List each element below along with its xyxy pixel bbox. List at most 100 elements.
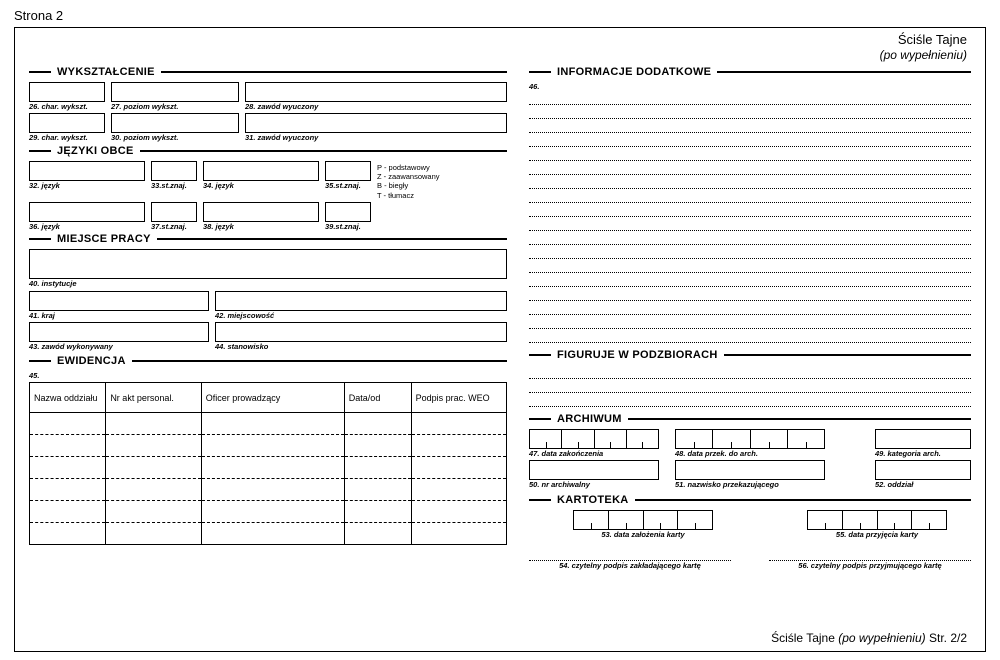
ev-cell[interactable] (30, 457, 106, 479)
label-35: 35.st.znaj. (325, 182, 371, 190)
ev-cell[interactable] (201, 523, 344, 545)
label-56: 56. czytelny podpis przyjmującego kartę (769, 562, 971, 570)
info-line[interactable] (529, 231, 971, 245)
field-45-num: 45. (29, 371, 507, 380)
figuruje-line[interactable] (529, 379, 971, 393)
info-line[interactable] (529, 245, 971, 259)
info-line[interactable] (529, 301, 971, 315)
field-33[interactable] (151, 161, 197, 181)
field-32[interactable] (29, 161, 145, 181)
label-52: 52. oddział (875, 481, 971, 489)
ev-cell[interactable] (106, 501, 201, 523)
section-title: KARTOTEKA (557, 494, 629, 506)
ev-cell[interactable] (106, 413, 201, 435)
field-35[interactable] (325, 161, 371, 181)
field-48[interactable] (675, 429, 825, 449)
field-54[interactable] (529, 547, 731, 561)
label-37: 37.st.znaj. (151, 223, 197, 231)
ev-cell[interactable] (344, 435, 411, 457)
info-line[interactable] (529, 119, 971, 133)
section-title: FIGURUJE W PODZBIORACH (557, 349, 718, 361)
field-37[interactable] (151, 202, 197, 222)
field-52[interactable] (875, 460, 971, 480)
ev-cell[interactable] (201, 413, 344, 435)
ev-cell[interactable] (411, 479, 506, 501)
field-40[interactable] (29, 249, 507, 279)
info-line[interactable] (529, 259, 971, 273)
ev-cell[interactable] (106, 479, 201, 501)
field-47[interactable] (529, 429, 659, 449)
field-28[interactable] (245, 82, 507, 102)
label-31: 31. zawód wyuczony (245, 134, 507, 142)
ev-cell[interactable] (201, 479, 344, 501)
info-line[interactable] (529, 315, 971, 329)
field-42[interactable] (215, 291, 507, 311)
info-line[interactable] (529, 287, 971, 301)
info-line[interactable] (529, 161, 971, 175)
field-39[interactable] (325, 202, 371, 222)
field-36[interactable] (29, 202, 145, 222)
info-lines[interactable] (529, 91, 971, 343)
field-30[interactable] (111, 113, 239, 133)
ev-cell[interactable] (106, 523, 201, 545)
info-line[interactable] (529, 133, 971, 147)
ev-cell[interactable] (30, 523, 106, 545)
ev-cell[interactable] (411, 435, 506, 457)
field-51[interactable] (675, 460, 825, 480)
info-line[interactable] (529, 329, 971, 343)
field-53[interactable] (573, 510, 713, 530)
ev-cell[interactable] (344, 523, 411, 545)
ev-cell[interactable] (411, 523, 506, 545)
info-line[interactable] (529, 175, 971, 189)
ev-cell[interactable] (201, 435, 344, 457)
section-miejsce: MIEJSCE PRACY (29, 233, 507, 245)
field-27[interactable] (111, 82, 239, 102)
ev-cell[interactable] (30, 435, 106, 457)
figuruje-line[interactable] (529, 393, 971, 407)
section-figuruje: FIGURUJE W PODZBIORACH (529, 349, 971, 361)
ev-cell[interactable] (106, 457, 201, 479)
field-41[interactable] (29, 291, 209, 311)
ev-cell[interactable] (344, 457, 411, 479)
ev-cell[interactable] (30, 501, 106, 523)
ev-col-4: Podpis prac. WEO (411, 383, 506, 413)
ev-cell[interactable] (411, 457, 506, 479)
info-line[interactable] (529, 105, 971, 119)
legend-p: P - podstawowy (377, 163, 440, 172)
figuruje-line[interactable] (529, 365, 971, 379)
ev-cell[interactable] (201, 457, 344, 479)
ev-cell[interactable] (344, 479, 411, 501)
ev-cell[interactable] (411, 501, 506, 523)
label-50: 50. nr archiwalny (529, 481, 659, 489)
ev-cell[interactable] (30, 479, 106, 501)
field-49[interactable] (875, 429, 971, 449)
info-line[interactable] (529, 273, 971, 287)
ewidencja-table: Nazwa oddziałuNr akt personal.Oficer pro… (29, 382, 507, 545)
field-29[interactable] (29, 113, 105, 133)
info-line[interactable] (529, 217, 971, 231)
field-31[interactable] (245, 113, 507, 133)
label-53: 53. data założenia karty (573, 531, 713, 539)
field-44[interactable] (215, 322, 507, 342)
label-54: 54. czytelny podpis zakładającego kartę (529, 562, 731, 570)
ev-cell[interactable] (201, 501, 344, 523)
field-55[interactable] (807, 510, 947, 530)
info-line[interactable] (529, 91, 971, 105)
field-34[interactable] (203, 161, 319, 181)
ev-cell[interactable] (106, 435, 201, 457)
field-43[interactable] (29, 322, 209, 342)
figuruje-lines[interactable] (529, 365, 971, 407)
ev-cell[interactable] (30, 413, 106, 435)
label-44: 44. stanowisko (215, 343, 507, 351)
ev-cell[interactable] (344, 413, 411, 435)
label-55: 55. data przyjęcia karty (807, 531, 947, 539)
field-50[interactable] (529, 460, 659, 480)
info-line[interactable] (529, 203, 971, 217)
ev-cell[interactable] (344, 501, 411, 523)
field-26[interactable] (29, 82, 105, 102)
field-56[interactable] (769, 547, 971, 561)
field-38[interactable] (203, 202, 319, 222)
ev-cell[interactable] (411, 413, 506, 435)
info-line[interactable] (529, 147, 971, 161)
info-line[interactable] (529, 189, 971, 203)
